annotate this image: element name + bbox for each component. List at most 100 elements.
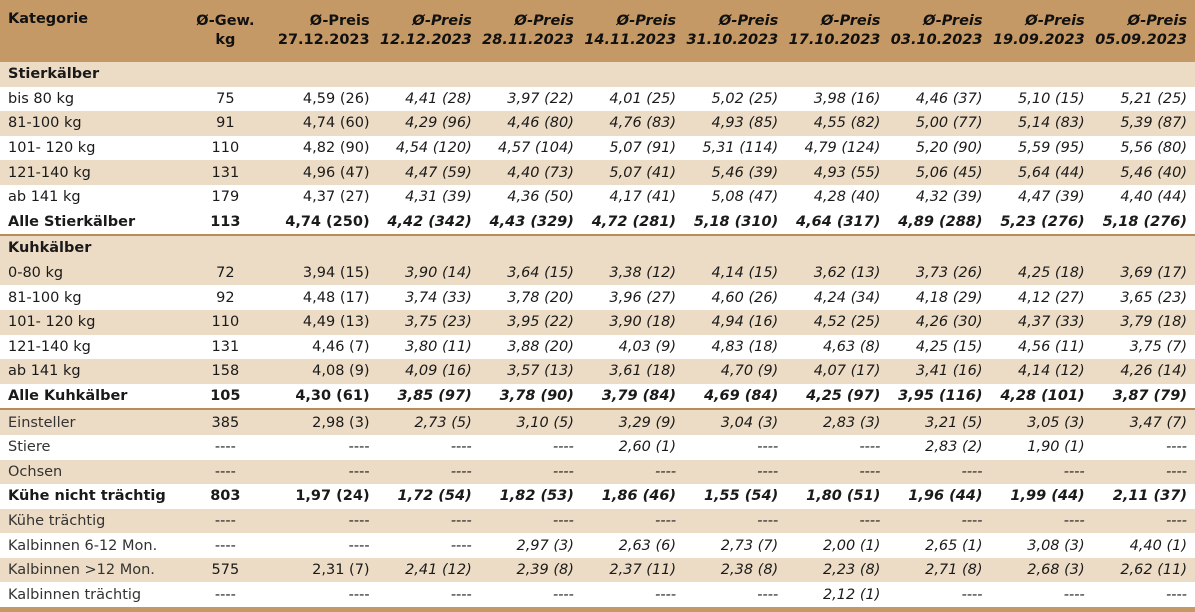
row-price-value: ---- <box>479 582 582 612</box>
row-price-value: 5,64 (44) <box>990 160 1093 185</box>
row-price-value: 4,55 (82) <box>786 111 889 136</box>
row-price-value: 5,07 (91) <box>581 135 685 161</box>
row-price-value: 4,93 (85) <box>684 111 787 136</box>
row-price-value: 4,49 (13) <box>275 309 378 335</box>
header-date: 19.09.2023 <box>992 32 1085 48</box>
row-price-value: ---- <box>581 582 685 612</box>
header-gewicht-line2: kg <box>215 32 236 48</box>
table-row: 121-140 kg 131 4,96 (47) 4,47 (59) 4,40 (73)… <box>0 160 1195 185</box>
row-weight: 110 <box>175 135 276 161</box>
row-price-value: 1,99 (44) <box>990 484 1093 509</box>
table-row: Stiere ---- ---- ---- ---- 2,60 (1) ---- ---- 2,… <box>0 434 1195 460</box>
row-price-value: ---- <box>1092 508 1195 534</box>
row-weight: 113 <box>175 209 276 237</box>
row-price-value: 4,42 (342) <box>377 209 480 237</box>
row-price-value: ---- <box>479 459 582 485</box>
row-weight: 158 <box>175 359 276 384</box>
row-price-value: ---- <box>786 434 889 460</box>
row-price-value: 3,87 (79) <box>1092 383 1195 411</box>
row-price-value: 2,97 (3) <box>479 533 582 558</box>
header-price-label: Ø-Preis <box>514 13 574 29</box>
row-price-value: ---- <box>888 459 991 485</box>
row-price-value: 3,05 (3) <box>990 409 1093 435</box>
row-price-value: 3,29 (9) <box>581 409 685 435</box>
row-price-value: 1,97 (24) <box>275 484 378 509</box>
row-price-value: ---- <box>377 459 480 485</box>
table-row: Kalbinnen trächtig ---- ---- ---- ---- ---- --… <box>0 582 1195 612</box>
section-header-row: Stierkälber <box>0 62 1195 87</box>
row-price-value: 4,28 (40) <box>786 184 889 210</box>
row-price-value: 4,25 (18) <box>990 260 1093 286</box>
row-price-value: 4,70 (9) <box>684 359 787 384</box>
row-price-value: 3,61 (18) <box>581 359 685 384</box>
row-price-value: 1,90 (1) <box>990 434 1093 460</box>
row-price-value: ---- <box>684 459 787 485</box>
header-gewicht: Ø-Gew. kg <box>175 0 276 62</box>
row-price-value: 3,88 (20) <box>479 334 582 360</box>
table-row: 121-140 kg 131 4,46 (7) 3,80 (11) 3,88 (20) 4… <box>0 334 1195 360</box>
row-price-value: 2,68 (3) <box>990 557 1093 583</box>
row-price-value: 4,26 (30) <box>888 309 991 335</box>
row-category: Alle Kuhkälber <box>0 383 176 411</box>
row-weight: 803 <box>175 484 276 509</box>
row-price-value: ---- <box>990 508 1093 534</box>
row-price-value: 2,37 (11) <box>581 557 685 583</box>
row-price-value: 3,94 (15) <box>275 260 378 286</box>
row-price-value: 1,72 (54) <box>377 484 480 509</box>
row-price-value: 4,37 (33) <box>990 309 1093 335</box>
row-price-value: ---- <box>786 459 889 485</box>
header-price-label: Ø-Preis <box>718 13 779 29</box>
row-price-value: 2,83 (2) <box>888 434 991 460</box>
row-price-value: ---- <box>684 582 787 612</box>
row-price-value: 1,96 (44) <box>888 484 991 509</box>
row-price-value: ---- <box>377 434 480 460</box>
row-price-value: ---- <box>1092 582 1195 612</box>
table-row: Einsteller 385 2,98 (3) 2,73 (5) 3,10 (5) 3,2… <box>0 409 1195 435</box>
header-price-label: Ø-Preis <box>1025 13 1085 29</box>
row-price-value: 4,46 (80) <box>479 111 582 136</box>
row-price-value: 4,47 (59) <box>377 160 480 185</box>
header-date: 17.10.2023 <box>788 32 881 48</box>
row-price-value: ---- <box>275 582 378 612</box>
row-price-value: 2,00 (1) <box>786 533 889 558</box>
row-price-value: ---- <box>1092 434 1195 460</box>
table-body: Stierkälber bis 80 kg 75 4,59 (26) 4,41 (28)… <box>0 62 1195 612</box>
row-weight: 575 <box>175 557 276 583</box>
row-price-value: ---- <box>888 508 991 534</box>
row-price-value: 1,86 (46) <box>581 484 685 509</box>
header-price-label: Ø-Preis <box>616 13 677 29</box>
row-price-value: 4,46 (37) <box>888 86 991 112</box>
row-category: Kühe trächtig <box>0 508 176 534</box>
row-price-value: 4,57 (104) <box>479 135 582 161</box>
row-price-value: 2,31 (7) <box>275 557 378 583</box>
table-row: 101- 120 kg 110 4,82 (90) 4,54 (120) 4,57 (1… <box>0 135 1195 161</box>
row-price-value: 4,76 (83) <box>581 111 685 136</box>
row-price-value: 4,40 (73) <box>479 160 582 185</box>
row-category: Stiere <box>0 434 176 460</box>
row-category: Ochsen <box>0 459 176 485</box>
row-price-value: ---- <box>888 582 991 612</box>
header-date: 05.09.2023 <box>1095 32 1187 48</box>
row-price-value: 3,47 (7) <box>1092 409 1195 435</box>
row-price-value: 4,46 (7) <box>275 334 378 360</box>
row-price-value: 2,71 (8) <box>888 557 991 583</box>
row-price-value: 3,65 (23) <box>1092 285 1195 310</box>
row-price-value: 4,41 (28) <box>377 86 480 112</box>
row-price-value: 4,40 (1) <box>1092 533 1195 558</box>
row-weight: 75 <box>175 86 276 112</box>
row-weight: 131 <box>175 334 276 360</box>
row-price-value: 4,12 (27) <box>990 285 1093 310</box>
row-price-value: 2,60 (1) <box>581 434 685 460</box>
row-price-value: 2,98 (3) <box>275 409 378 435</box>
row-price-value: 5,02 (25) <box>684 86 787 112</box>
table-row: 0-80 kg 72 3,94 (15) 3,90 (14) 3,64 (15) 3,38… <box>0 260 1195 286</box>
row-price-value: 3,95 (22) <box>479 309 582 335</box>
row-category: Alle Stierkälber <box>0 209 176 237</box>
row-weight: 92 <box>175 285 276 310</box>
row-price-value: 2,73 (7) <box>684 533 787 558</box>
row-price-value: 5,14 (83) <box>990 111 1093 136</box>
row-price-value: 4,07 (17) <box>786 359 889 384</box>
header-date: 12.12.2023 <box>380 32 472 48</box>
row-price-value: 3,62 (13) <box>786 260 889 286</box>
row-category: Kalbinnen trächtig <box>0 582 176 612</box>
